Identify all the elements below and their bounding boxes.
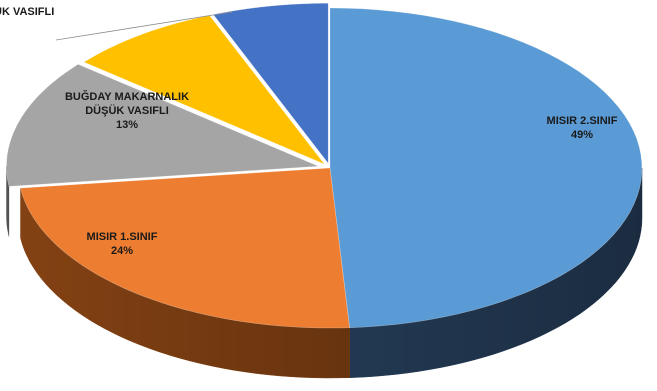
data-label-line: 13% xyxy=(116,119,138,131)
data-label-line: BUĞDAY MAKARNALIK xyxy=(65,90,189,103)
data-label-line: 49% xyxy=(571,129,593,141)
leader-lines xyxy=(55,11,233,41)
slice-k-vasifli xyxy=(83,15,326,165)
data-label-line: ÜK VASIFLI xyxy=(0,5,54,18)
data-label-line: MISIR 1.SINIF xyxy=(87,231,158,243)
slice-bu-day-makarnalik-d-k-vasifli xyxy=(6,63,319,187)
data-label-misir-1-sinif: MISIR 1.SINIF 24% xyxy=(87,231,158,257)
slice-side-shade-misir-2-sinif xyxy=(349,168,642,378)
data-label-line: MISIR 2.SINIF xyxy=(547,115,618,127)
data-label-bu-day-makarnalik-d-k-vasifli: BUĞDAY MAKARNALIK DÜŞÜK VASIFLI 13% xyxy=(65,90,189,131)
slice-side-shade-misir-1-sinif xyxy=(20,188,350,378)
slice-slice-4 xyxy=(212,3,329,165)
data-label-line: DÜŞÜK VASIFLI xyxy=(85,104,169,117)
data-label-k-vasifli: ÜK VASIFLI xyxy=(0,5,54,18)
slice-misir-2-sinif xyxy=(329,7,643,329)
leader-line-k-vasifli xyxy=(55,11,233,41)
data-labels: MISIR 2.SINIF 49% MISIR 1.SINIF 24% BUĞDAY M… xyxy=(0,5,618,257)
slice-side-shade-bu-day-makarnalik-d-k-vasifli xyxy=(6,166,9,237)
data-label-misir-2-sinif: MISIR 2.SINIF 49% xyxy=(547,115,618,141)
slice-misir-1-sinif xyxy=(20,167,350,329)
data-label-line: 24% xyxy=(111,245,133,257)
pie-tops xyxy=(6,3,643,329)
